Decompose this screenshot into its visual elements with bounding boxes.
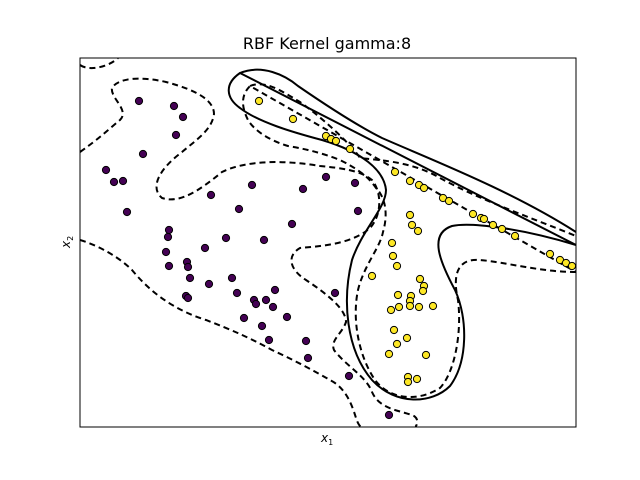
data-point-class-1 <box>414 302 424 312</box>
margin-class0-left <box>80 77 419 427</box>
data-point-class-1 <box>390 167 400 177</box>
data-point-class-0 <box>353 206 363 216</box>
data-point-class-1 <box>407 220 417 230</box>
data-point-class-0 <box>185 273 195 283</box>
data-point-class-0 <box>384 410 394 420</box>
margin-class0-bottom <box>80 239 363 427</box>
data-point-class-1 <box>393 290 403 300</box>
data-point-class-0 <box>239 313 249 323</box>
data-point-class-0 <box>171 130 181 140</box>
x-axis-label: x1 <box>320 431 333 447</box>
decision-boundary-upper <box>239 68 576 233</box>
data-point-class-0 <box>259 235 269 245</box>
data-point-class-0 <box>109 177 119 187</box>
data-point-class-0 <box>164 261 174 271</box>
data-point-class-1 <box>428 301 438 311</box>
chart-title: RBF Kernel gamma:8 <box>243 34 411 53</box>
data-point-class-0 <box>321 172 331 182</box>
data-point-class-0 <box>282 312 292 322</box>
data-point-class-0 <box>163 232 173 242</box>
data-point-class-0 <box>134 96 144 106</box>
margin-lower <box>242 84 576 399</box>
data-point-class-0 <box>344 371 354 381</box>
data-point-class-1 <box>331 136 341 146</box>
data-point-class-1 <box>488 220 498 230</box>
data-point-class-1 <box>392 339 402 349</box>
data-point-class-1 <box>412 374 422 384</box>
data-point-class-1 <box>367 271 377 281</box>
data-point-class-0 <box>257 321 267 331</box>
data-point-class-0 <box>234 204 244 214</box>
data-point-class-1 <box>254 96 264 106</box>
data-point-class-0 <box>227 273 237 283</box>
data-point-class-0 <box>161 247 171 257</box>
data-point-class-1 <box>510 231 520 241</box>
data-point-class-0 <box>221 233 231 243</box>
data-point-class-1 <box>405 210 415 220</box>
data-point-class-0 <box>270 285 280 295</box>
margin-upper <box>249 83 576 237</box>
data-point-class-1 <box>394 302 404 312</box>
data-point-class-0 <box>206 190 216 200</box>
data-point-class-0 <box>183 293 193 303</box>
margin-corner-topleft <box>80 58 119 69</box>
data-point-class-1 <box>479 214 489 224</box>
data-point-class-0 <box>261 295 271 305</box>
data-point-class-0 <box>350 178 360 188</box>
data-point-class-0 <box>138 149 148 159</box>
data-point-class-1 <box>386 305 396 315</box>
data-point-class-1 <box>418 286 428 296</box>
data-point-class-0 <box>204 279 214 289</box>
data-point-class-1 <box>444 196 454 206</box>
data-point-class-1 <box>497 224 507 234</box>
data-point-class-1 <box>567 261 577 271</box>
data-point-class-0 <box>247 180 257 190</box>
data-point-class-0 <box>101 165 111 175</box>
data-point-class-1 <box>413 226 423 236</box>
data-point-class-1 <box>388 251 398 261</box>
data-point-class-0 <box>287 219 297 229</box>
data-point-class-0 <box>251 299 261 309</box>
data-point-class-1 <box>415 274 425 284</box>
data-point-class-1 <box>468 209 478 219</box>
data-point-class-1 <box>288 114 298 124</box>
data-point-class-0 <box>298 184 308 194</box>
data-point-class-1 <box>345 144 355 154</box>
data-point-class-0 <box>268 302 278 312</box>
decision-boundary-lower <box>227 71 576 401</box>
data-point-class-0 <box>200 243 210 253</box>
data-point-class-0 <box>169 101 179 111</box>
data-point-class-0 <box>122 207 132 217</box>
data-point-class-1 <box>421 350 431 360</box>
data-point-class-1 <box>419 183 429 193</box>
data-point-class-0 <box>330 288 340 298</box>
data-point-class-0 <box>183 262 193 272</box>
data-point-class-0 <box>118 176 128 186</box>
data-point-class-0 <box>303 353 313 363</box>
data-point-class-1 <box>545 249 555 259</box>
plot-frame <box>79 57 577 428</box>
data-point-class-1 <box>405 301 415 311</box>
data-point-class-0 <box>232 288 242 298</box>
data-point-class-1 <box>387 238 397 248</box>
decision-contours <box>80 58 576 427</box>
scatter-points <box>101 96 577 420</box>
data-point-class-0 <box>301 336 311 346</box>
data-point-class-0 <box>164 225 174 235</box>
data-point-class-1 <box>405 176 415 186</box>
data-point-class-1 <box>389 325 399 335</box>
y-axis-label: x2 <box>59 236 75 249</box>
data-point-class-1 <box>403 377 413 387</box>
data-point-class-0 <box>178 112 188 122</box>
data-point-class-0 <box>264 335 274 345</box>
data-point-class-1 <box>384 349 394 359</box>
data-point-class-1 <box>392 261 402 271</box>
data-point-class-1 <box>402 333 412 343</box>
